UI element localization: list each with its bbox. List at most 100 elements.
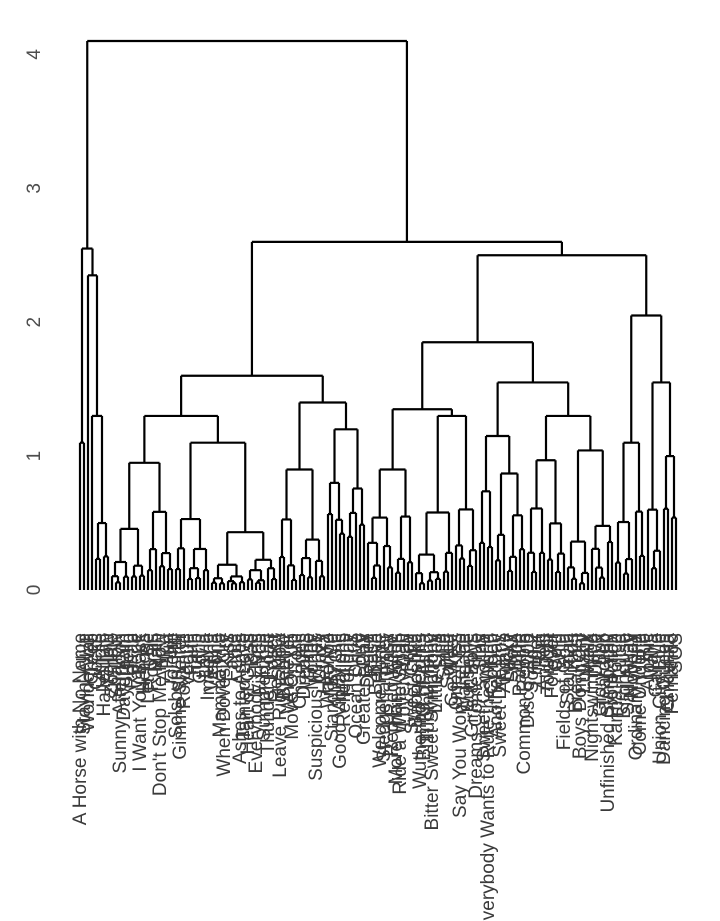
leaf-label: Ocean Drive: [346, 633, 367, 739]
leaf-label: Come Undone: [630, 633, 651, 756]
y-tick-label: 3: [24, 183, 45, 194]
leaf-label: Cold: [546, 633, 567, 672]
leaf-label: Brimful of Asha: [414, 633, 435, 761]
leaf-label: Dreams Come True: [466, 633, 487, 799]
leaf-label: Babooshka: [406, 633, 427, 729]
leaf-label: Everybody Wants to Rule the World: [478, 633, 499, 921]
leaf-label: Tainted Love: [234, 633, 255, 741]
leaf-label: Wannabe: [454, 633, 475, 714]
leaf-label: Easy: [378, 633, 399, 676]
leaf-label: Breathe: [274, 633, 295, 700]
leaf-label: Wuthering Heights: [410, 633, 431, 789]
leaf-label: Fix You: [250, 633, 271, 695]
leaf-label: Layla: [194, 633, 215, 679]
leaf-label: Unfinished Sympathy: [598, 633, 619, 813]
leaf-label: Leave Right Now: [270, 633, 291, 778]
leaf-label: Chiquitita: [658, 633, 679, 713]
leaf-label: Red Red Wine: [382, 633, 403, 757]
leaf-label: Sorted: [438, 633, 459, 689]
leaf-label: Respect: [266, 632, 287, 702]
y-tick-label: 1: [24, 451, 45, 462]
leaf-label: Boys Don't Cry: [570, 633, 591, 760]
leaf-label: Valerie: [126, 633, 147, 691]
leaf-label: Hello: [118, 633, 139, 676]
leaf-label: Song 2: [522, 633, 543, 693]
leaf-label: Imagine: [198, 633, 219, 701]
leaf-label: Heart of Glass: [238, 633, 259, 754]
leaf-label: Run: [530, 633, 551, 668]
leaf-label: Birdhouse: [614, 633, 635, 719]
y-axis: 0 1 2 3 4: [24, 49, 45, 596]
leaf-label: Believe: [366, 633, 387, 695]
leaf-label: Faith: [182, 633, 203, 675]
leaf-label: Loser: [262, 632, 283, 680]
leaf-label: Rush: [362, 633, 383, 677]
leaf-label: Wonderwall: [78, 633, 99, 732]
leaf-label: Money: [302, 633, 323, 691]
leaf-label: Vogue: [178, 633, 199, 687]
leaf-label: Fernando: [662, 633, 683, 714]
leaf-label: Good Vibrations: [330, 633, 351, 769]
leaf-label: Disco 2000: [518, 633, 539, 728]
leaf-label: Stand By Me: [322, 633, 343, 742]
leaf-label: Clocks: [86, 633, 107, 690]
leaf-label: Always: [494, 633, 515, 693]
y-tick-label: 0: [24, 585, 45, 596]
leaf-label: Lola: [226, 633, 247, 669]
leaf-label: Breakfast: [566, 632, 587, 713]
leaf-label: Kids: [562, 633, 583, 670]
leaf-label: Common People: [514, 633, 535, 775]
leaf-label: Summertime: [254, 633, 275, 741]
leaf-label: Little Lies: [426, 633, 447, 713]
leaf-label: Rio: [634, 633, 655, 662]
leaf-label: My Girl: [326, 633, 347, 693]
leaf-label: Free: [398, 633, 419, 672]
leaf-label: Hurt: [158, 632, 179, 669]
leaf-label: Bitter Sweet Symphony: [422, 633, 443, 831]
leaf-label: Africa: [154, 633, 175, 682]
leaf-label: Solsbury Hill: [166, 633, 187, 739]
leaf-label: Ashes to Ashes: [230, 633, 251, 764]
leaf-label: Protection: [602, 633, 623, 719]
leaf-label: Teardrop: [594, 633, 615, 708]
dendrogram-leaves: [79, 588, 677, 590]
leaf-label: Blue: [506, 633, 527, 671]
leaf-label: Go West: [442, 632, 463, 706]
leaf-label: Holiday: [338, 633, 359, 697]
leaf-label: Yellow: [98, 633, 119, 688]
leaf-label: Angie: [90, 633, 111, 682]
leaf-label: Hey Ya: [314, 633, 335, 694]
leaf-label: Torn: [286, 633, 307, 670]
leaf-label: Sweet Caroline: [474, 633, 495, 762]
leaf-label: Starman: [558, 633, 579, 705]
leaf-label: Sunshine: [458, 633, 479, 712]
leaf-label: Lovely Day: [394, 633, 415, 727]
leaf-label: Linger: [526, 632, 547, 685]
leaf-label: Maria: [642, 633, 663, 681]
leaf-label: More Than Words: [386, 633, 407, 784]
leaf-label: A Horse with No Name: [70, 633, 91, 825]
leaf-label: Everybody Hurts: [246, 633, 267, 773]
leaf-label: Gimme Shelter: [170, 632, 191, 759]
leaf-label: Whatever: [278, 632, 299, 714]
leaf-label: Jump: [186, 633, 207, 679]
leaf-label: Nobody: [622, 633, 643, 699]
leaf-label: Shout: [502, 632, 523, 682]
leaf-label: Iris: [342, 633, 363, 658]
leaf-label: Ride a White Swan: [390, 633, 411, 795]
leaf-label: Sing: [430, 633, 451, 671]
leaf-label: Royals: [142, 633, 163, 691]
leaf-label: Gloria: [190, 633, 211, 684]
leaf-label: Waterloo: [318, 633, 339, 708]
leaf-label: Walk: [578, 633, 599, 675]
leaf-label: Sorry: [350, 633, 371, 679]
leaf-label: Don't Stop Me Now: [150, 633, 171, 796]
leaf-label: Wild: [550, 633, 571, 670]
leaf-label: Greatest Day: [354, 633, 375, 745]
leaf-label: Crazy: [310, 633, 331, 683]
leaf-label: Jolene: [162, 633, 183, 689]
leaf-label: Changes: [290, 633, 311, 709]
leaf-label: When Doves Cry: [214, 633, 235, 777]
